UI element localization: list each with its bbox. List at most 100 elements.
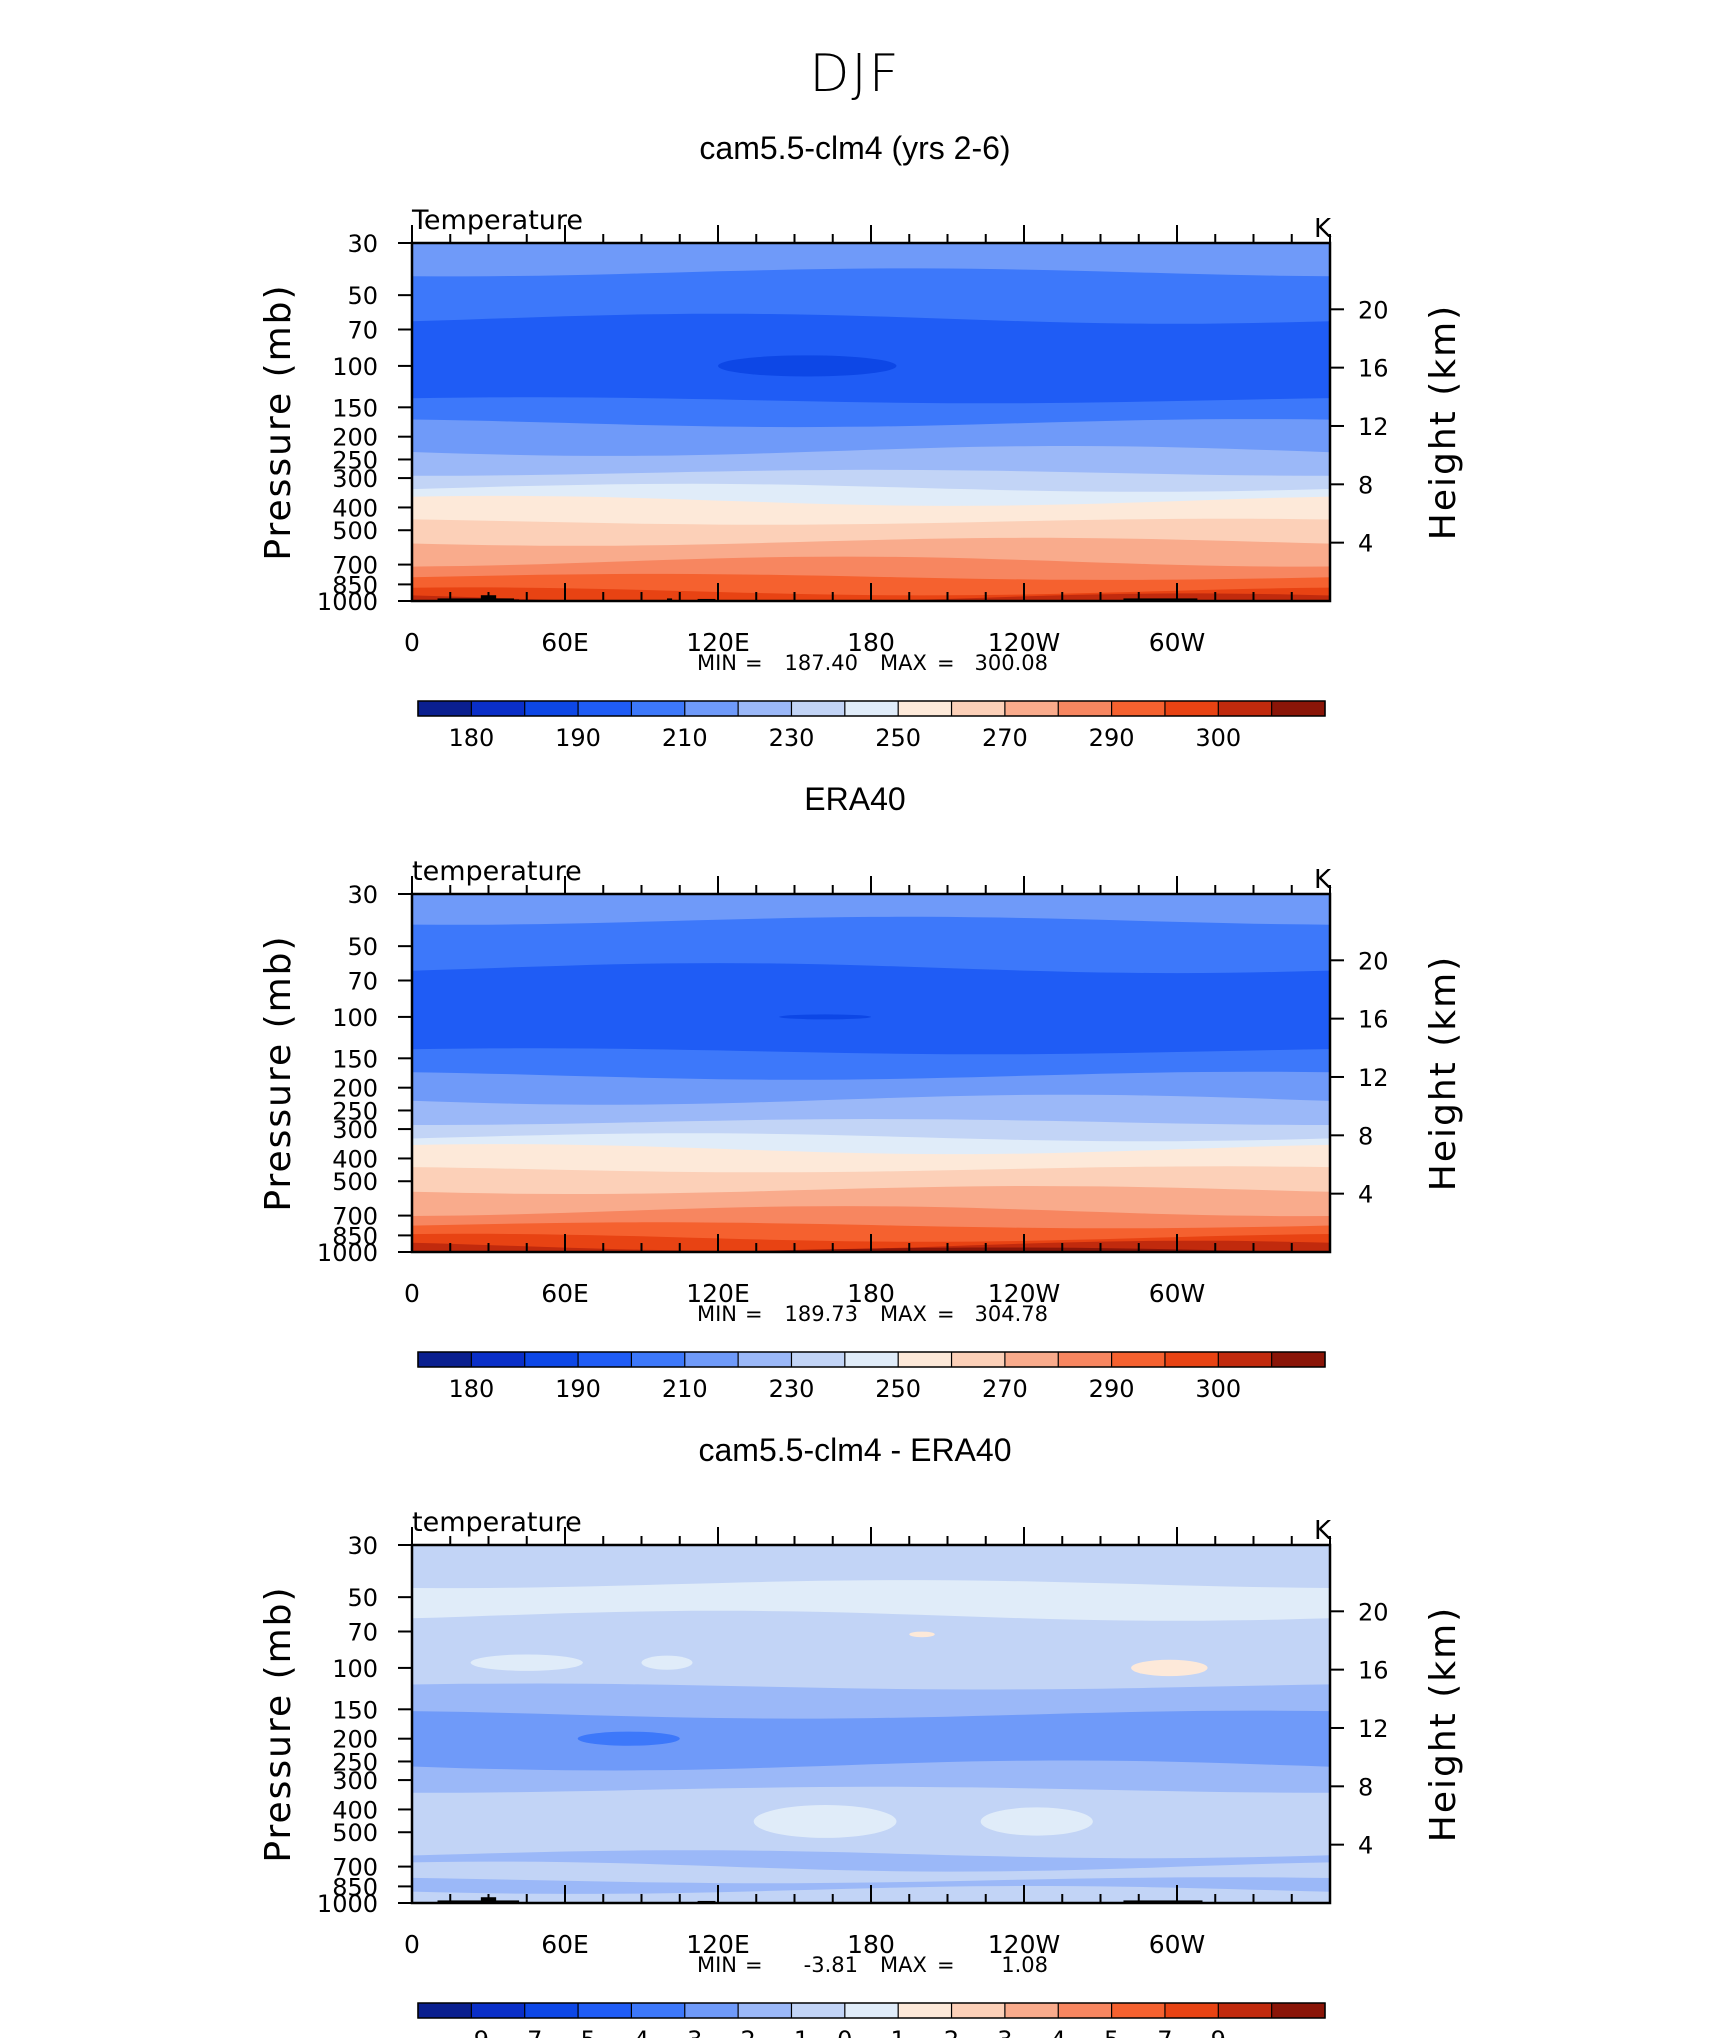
colorbar-swatch (1004, 701, 1059, 716)
colorbar-swatch (578, 2003, 632, 2018)
y-tick-label-right: 20 (1358, 1598, 1389, 1626)
y-tick-label: 400 (332, 494, 378, 522)
chart-svg: temperature K0 60E 120E 180 120W 60W3050701001… (258, 1507, 1464, 2038)
colorbar-swatch (1058, 1352, 1113, 1367)
y-tick-label: 50 (347, 282, 378, 310)
colorbar-label: 250 (875, 1375, 921, 1403)
colorbar-swatch (684, 701, 739, 716)
terrain-block (667, 598, 673, 601)
min-label: MIN (697, 1953, 737, 1977)
colorbar-label: −3 (667, 2026, 702, 2038)
x-tick-label: 120W (988, 1930, 1060, 1959)
colorbar-label: −4 (614, 2026, 649, 2038)
y-tick-label: 700 (332, 1203, 378, 1231)
terrain-block (437, 598, 514, 601)
x-tick-label: 120W (988, 1279, 1060, 1308)
y-tick-label-right: 8 (1358, 471, 1373, 499)
colorbar-swatch (1111, 2003, 1166, 2018)
y-tick-label-right: 12 (1358, 413, 1389, 441)
panel-title: cam5.5-clm4 - ERA40 (698, 1432, 1012, 1468)
y-tick-label: 200 (332, 1075, 378, 1103)
y-tick-label: 30 (347, 230, 378, 258)
colorbar-swatch (844, 1352, 899, 1367)
colorbar-swatch (844, 2003, 899, 2018)
colorbar-swatch (791, 2003, 846, 2018)
colorbar-frame (417, 700, 1326, 717)
min-equals: = (745, 1302, 763, 1326)
contour-cell (909, 1631, 935, 1638)
colorbar-swatch (898, 2003, 953, 2018)
colorbar-swatch (1004, 1352, 1059, 1367)
y-tick-label: 1000 (317, 1239, 378, 1267)
x-tick-label: 120E (686, 1930, 750, 1959)
y-tick-label: 300 (332, 1767, 378, 1795)
panel-title: ERA40 (804, 781, 906, 817)
y-tick-label: 70 (347, 1619, 378, 1647)
y-tick-label: 850 (332, 1873, 378, 1901)
colorbar-swatch (1058, 701, 1113, 716)
y-tick-label: 150 (332, 394, 378, 422)
colorbar-frame (417, 1351, 1326, 1368)
x-tick-label: 60W (1149, 628, 1206, 657)
colorbar-swatch (898, 701, 953, 716)
y-tick-label: 850 (332, 1222, 378, 1250)
contour-cell (980, 1807, 1093, 1836)
y-axis-title-right: Height (km) (1423, 955, 1464, 1191)
colorbar-swatch (844, 701, 899, 716)
colorbar-label: 9 (1211, 2026, 1226, 2038)
y-tick-label-right: 4 (1358, 1832, 1373, 1860)
x-tick-label: 180 (847, 1279, 895, 1308)
y-tick-label: 100 (332, 353, 378, 381)
colorbar-swatch (738, 1352, 792, 1367)
max-value: 304.78 (975, 1302, 1048, 1326)
colorbar-swatch (1218, 701, 1273, 716)
figure-title: DJF (809, 44, 901, 104)
y-tick-label-right: 8 (1358, 1122, 1373, 1150)
y-tick-label-right: 12 (1358, 1064, 1389, 1092)
y-axis-title: Pressure (mb) (258, 283, 299, 560)
colorbar-label: 2 (944, 2026, 959, 2038)
colorbar-label: 290 (1089, 724, 1135, 752)
colorbar-swatch (1111, 1352, 1166, 1367)
y-tick-label-right: 4 (1358, 1181, 1373, 1209)
x-tick-label: 0 (404, 1279, 420, 1308)
y-tick-label: 250 (332, 1097, 378, 1125)
colorbar-swatch (1164, 2003, 1219, 2018)
colorbar-label: 1 (891, 2026, 906, 2038)
min-value: 189.73 (785, 1302, 858, 1326)
colorbar-label: 210 (662, 1375, 708, 1403)
y-tick-label: 70 (347, 317, 378, 345)
min-value: -3.81 (804, 1953, 858, 1977)
y-tick-label: 150 (332, 1045, 378, 1073)
colorbar-swatch (684, 2003, 739, 2018)
colorbar-label: 270 (982, 1375, 1028, 1403)
colorbar-label: −2 (720, 2026, 755, 2038)
y-axis-title-right: Height (km) (1423, 304, 1464, 540)
colorbar-swatch (951, 1352, 1006, 1367)
y-tick-label: 500 (332, 517, 378, 545)
panel-reanalysis: ERA40 temperature K 0 60E 120E 180 120W 60W 30 50… (0, 781, 1710, 1411)
y-tick-label: 250 (332, 1748, 378, 1776)
colorbar-swatch (738, 701, 792, 716)
max-label: MAX (880, 1953, 927, 1977)
colorbar-label: 5 (1104, 2026, 1119, 2038)
colorbar-swatch (1004, 2003, 1059, 2018)
y-tick-label-right: 20 (1358, 947, 1389, 975)
min-label: MIN (697, 1302, 737, 1326)
colorbar-swatch (1271, 2003, 1326, 2018)
y-tick-label-right: 16 (1358, 355, 1389, 383)
contour-cell (753, 1805, 897, 1838)
y-tick-label: 400 (332, 1796, 378, 1824)
x-tick-label: 180 (847, 1930, 895, 1959)
colorbar-swatch (1271, 1352, 1326, 1367)
colorbar-label: 300 (1195, 724, 1241, 752)
max-equals: = (937, 1953, 955, 1977)
colorbar-swatch (1058, 2003, 1113, 2018)
units-label: K (1314, 214, 1332, 244)
colorbar-frame (417, 2002, 1326, 2019)
contour-cell (470, 1654, 583, 1671)
y-tick-label: 400 (332, 1145, 378, 1173)
y-tick-label: 100 (332, 1655, 378, 1683)
contour-cell (718, 355, 897, 377)
y-tick-label-right: 16 (1358, 1006, 1389, 1034)
